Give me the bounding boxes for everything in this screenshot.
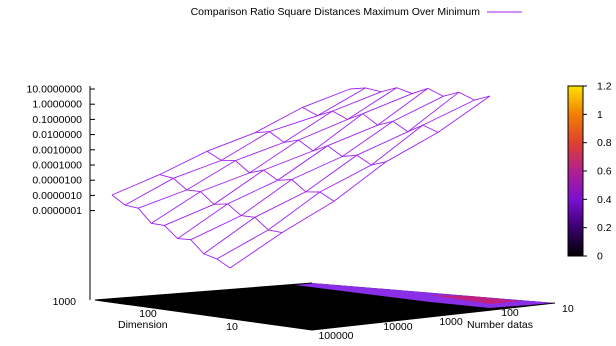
y-axis-label: Number datas (467, 319, 533, 331)
z-tick-label: 0.0000100 (32, 175, 82, 187)
x-tick-label: 1000 (53, 296, 77, 308)
y-axis: 100000 10000 1000 100 10 Number datas (318, 303, 573, 342)
surface-grid-line (254, 131, 387, 166)
y-tick-label: 10 (562, 303, 574, 315)
x-axis: 1000 100 10 Dimension (53, 296, 238, 333)
z-tick-label: 1.0000000 (32, 99, 82, 111)
z-tick-label: 10.0000000 (27, 84, 83, 96)
surface-grid-line (111, 194, 231, 269)
surface-grid-line (124, 87, 366, 206)
base-frame (94, 282, 556, 331)
z-tick-label: 0.1000000 (32, 114, 82, 126)
surface-wireframe (111, 87, 491, 269)
surface-grid-line (302, 107, 439, 133)
y-tick-label: 10000 (383, 321, 412, 333)
surface-grid-line (206, 150, 335, 202)
x-axis-label: Dimension (118, 319, 168, 331)
surface-grid-line (349, 87, 491, 101)
y-tick-label: 1000 (439, 316, 463, 328)
surface-grid-line (203, 91, 460, 255)
colorbar-tick-label: 1.2 (597, 81, 612, 93)
surface-grid-line (190, 95, 444, 241)
z-tick-label: 0.0000010 (32, 190, 82, 202)
colorbar-tick-label: 0 (597, 251, 603, 263)
surface-grid-line (229, 95, 491, 269)
z-tick-label: 0.0000001 (32, 205, 82, 217)
x-tick-label: 10 (226, 321, 238, 333)
colorbar-tick-label: 0.2 (597, 222, 612, 234)
surface-grid-line (159, 174, 283, 234)
surface-grid-line (151, 87, 397, 224)
legend-label: Comparison Ratio Square Distances Maximu… (191, 6, 481, 18)
surface-grid-line (138, 91, 382, 209)
colorbar-tick-label: 0.6 (597, 166, 612, 178)
base-colormap-magenta (430, 295, 520, 304)
z-tick-label: 0.0010000 (32, 144, 82, 156)
colorbar-gradient (567, 85, 584, 257)
colorbar-tick-label: 0.8 (597, 137, 612, 149)
surface-grid-line (164, 93, 413, 226)
z-tick-label: 0.0001000 (32, 160, 82, 172)
x-tick-label: 100 (139, 308, 157, 320)
y-tick-label: 100 (501, 307, 519, 319)
surface-grid-line (177, 88, 429, 239)
surface-grid-line (111, 88, 351, 196)
z-tick-label: 0.0100000 (32, 129, 82, 141)
z-axis: 10.0000000 1.0000000 0.1000000 0.0100000 0.0… (27, 84, 95, 300)
colorbar-tick-label: 0.4 (597, 194, 612, 206)
surface-grid-line (216, 99, 475, 260)
y-tick-label: 100000 (318, 330, 353, 342)
colorbar-tick-label: 1 (597, 109, 603, 121)
colorbar: 1.2 1 0.8 0.6 0.4 0.2 0 (567, 81, 612, 263)
